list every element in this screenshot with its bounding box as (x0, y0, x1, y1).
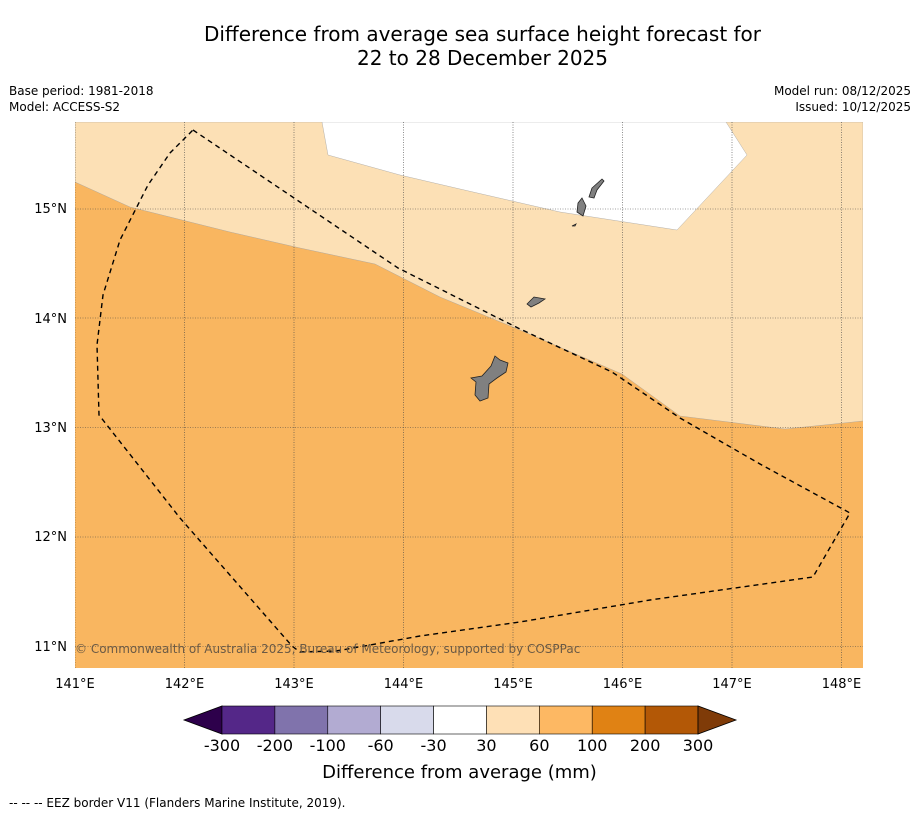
colorbar-tick-label: 200 (630, 736, 661, 755)
lon-label: 147°E (712, 677, 752, 692)
island-guam (470, 355, 509, 402)
chart-title: Difference from average sea surface heig… (0, 22, 919, 70)
copyright-text: © Commonwealth of Australia 2025, Bureau… (75, 642, 580, 656)
lat-label: 12°N (34, 530, 67, 545)
colorbar-segment (221, 705, 276, 735)
colorbar-ticks: -300 -200 -100 -60 -30 30 60 100 200 300 (204, 736, 713, 755)
map-area: © Commonwealth of Australia 2025, Bureau… (75, 122, 863, 668)
gridlines (75, 122, 863, 668)
lon-label: 142°E (165, 677, 205, 692)
colorbar-tick-label: 300 (683, 736, 714, 755)
lon-label: 145°E (493, 677, 533, 692)
colorbar-segment (539, 705, 593, 735)
lon-label: 146°E (603, 677, 643, 692)
colorbar-extension-low (182, 705, 223, 735)
colorbar-segment (486, 705, 540, 735)
colorbar-segment (644, 705, 699, 735)
model-run: Model run: 08/12/2025 (773, 84, 911, 98)
island-saipan (588, 178, 605, 199)
island-tinian (576, 197, 587, 217)
lat-label: 13°N (34, 421, 67, 436)
title-line-2: 22 to 28 December 2025 (356, 46, 608, 70)
colorbar-tick-label: 100 (577, 736, 608, 755)
colorbar-tick-label: 60 (529, 736, 549, 755)
lat-label: 14°N (34, 312, 67, 327)
colorbar-segment (433, 705, 487, 735)
lon-label: 141°E (55, 677, 95, 692)
colorbar-segment (591, 705, 646, 735)
colorbar-extension-high (697, 705, 738, 735)
lon-labels: 141°E 142°E 143°E 144°E 145°E 146°E 147°… (55, 677, 861, 692)
lat-label: 15°N (34, 202, 67, 217)
colorbar-tick-label: -300 (204, 736, 240, 755)
title-line-1: Difference from average sea surface heig… (203, 22, 762, 46)
colorbar-tick-label: 30 (476, 736, 496, 755)
base-period: Base period: 1981-2018 (9, 84, 154, 98)
eez-legend-note: -- -- -- EEZ border V11 (Flanders Marine… (9, 796, 346, 810)
lon-label: 148°E (822, 677, 862, 692)
colorbar (182, 705, 738, 735)
meta-left: Base period: 1981-2018 Model: ACCESS-S2 (9, 83, 154, 115)
colorbar-tick-label: -200 (257, 736, 293, 755)
meta-right: Model run: 08/12/2025 Issued: 10/12/2025 (774, 83, 911, 115)
model-name: Model: ACCESS-S2 (9, 100, 121, 114)
colorbar-segment (274, 705, 329, 735)
colorbar-title: Difference from average (mm) (322, 762, 597, 783)
map-figure: © Commonwealth of Australia 2025, Bureau… (34, 122, 863, 783)
anomaly-band-neutral (321, 122, 748, 231)
lat-label: 11°N (34, 640, 67, 655)
colorbar-tick-label: -60 (368, 736, 394, 755)
colorbar-tick-label: -30 (420, 736, 446, 755)
lon-label: 143°E (274, 677, 314, 692)
lon-label: 144°E (384, 677, 424, 692)
islands (470, 178, 605, 402)
issued-date: Issued: 10/12/2025 (795, 100, 911, 114)
island-rota (526, 296, 547, 308)
lat-labels: 15°N 14°N 13°N 12°N 11°N (34, 202, 67, 655)
island-aguijan (571, 223, 577, 227)
colorbar-segment (380, 705, 434, 735)
colorbar-segment (327, 705, 381, 735)
colorbar-tick-label: -100 (310, 736, 346, 755)
